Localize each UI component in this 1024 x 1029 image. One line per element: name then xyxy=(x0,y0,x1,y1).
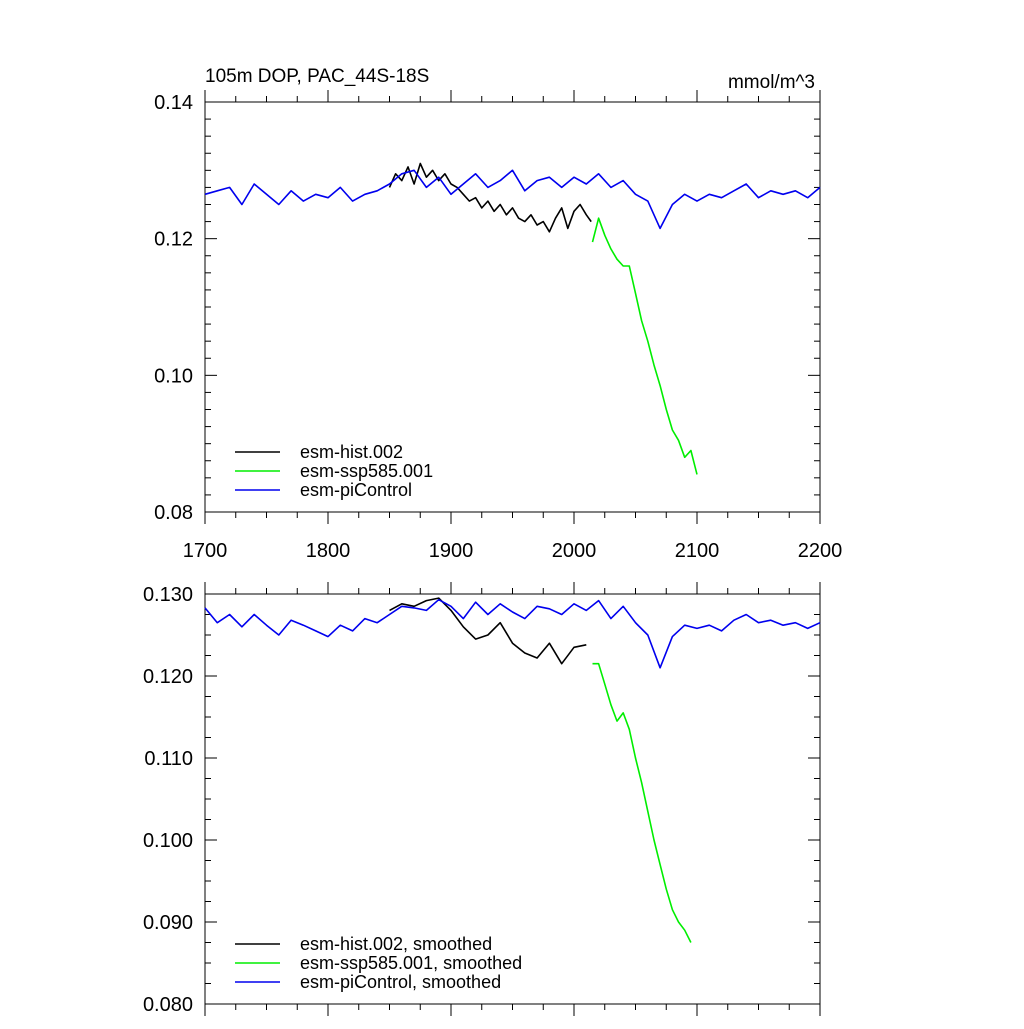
plot-frame xyxy=(204,101,821,513)
series-line-3 xyxy=(204,169,821,230)
x-tick-label: 1700 xyxy=(183,540,228,562)
y-tick-label: 0.130 xyxy=(143,584,193,606)
chart-title: 105m DOP, PAC_44S-18S xyxy=(205,66,429,87)
y-tick-label: 0.080 xyxy=(143,994,193,1016)
plot-frame xyxy=(204,593,821,1005)
series-line-1 xyxy=(389,597,587,665)
x-tick-label: 2200 xyxy=(798,540,843,562)
series-line-2 xyxy=(592,662,692,943)
legend-label-2: esm-ssp585.001, smoothed xyxy=(300,953,522,973)
x-tick-label: 2100 xyxy=(675,540,720,562)
y-tick-label: 0.08 xyxy=(154,502,193,524)
x-tick-label: 2000 xyxy=(552,540,597,562)
x-tick-label: 1800 xyxy=(306,540,351,562)
legend-label-2: esm-ssp585.001 xyxy=(300,461,433,481)
series-line-3 xyxy=(204,598,821,669)
y-tick-label: 0.110 xyxy=(144,748,193,770)
legend-label-3: esm-piControl xyxy=(300,480,412,500)
chart-panel-1: 0.08 0.10 0.12 0.14 1700 1800 1900 2000 2100 2200… xyxy=(154,66,842,562)
units-label: mmol/m^3 xyxy=(728,72,815,93)
legend-label-3: esm-piControl, smoothed xyxy=(300,972,501,992)
chart-panel-2: 0.080 0.090 0.100 0.110 0.120 0.130 esm-hist.0… xyxy=(143,582,821,1016)
y-tick-label: 0.100 xyxy=(143,830,193,852)
series-line-2 xyxy=(591,217,698,475)
legend-label-1: esm-hist.002 xyxy=(300,442,403,462)
y-tick-label: 0.12 xyxy=(154,229,193,251)
series-line-1 xyxy=(388,162,592,233)
legend-label-1: esm-hist.002, smoothed xyxy=(300,934,492,954)
y-tick-label: 0.090 xyxy=(143,912,193,934)
y-tick-label: 0.10 xyxy=(154,365,193,387)
y-tick-label: 0.14 xyxy=(154,92,193,114)
x-tick-label: 1900 xyxy=(429,540,474,562)
y-tick-label: 0.120 xyxy=(143,666,193,688)
